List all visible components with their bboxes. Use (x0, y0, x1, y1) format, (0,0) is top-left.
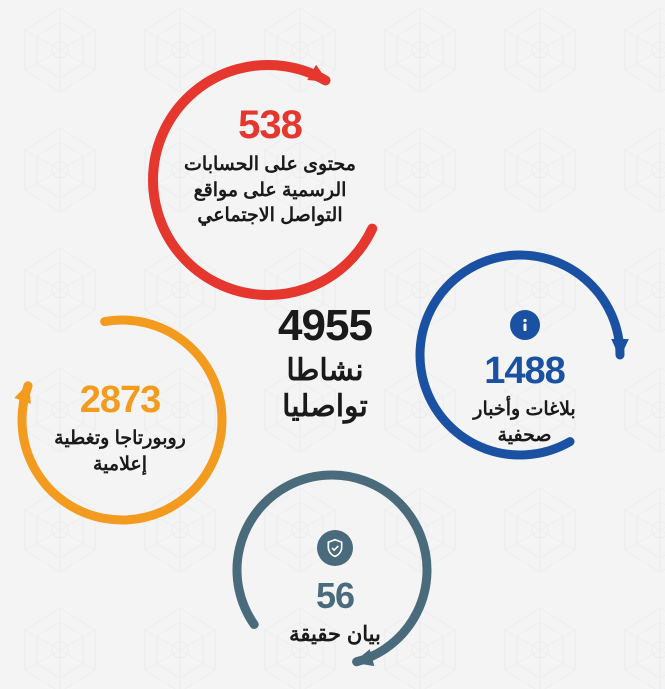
social-number: 538 (160, 98, 380, 152)
info-icon (510, 310, 540, 340)
node-social-media: 538 محتوى على الحسابات الرسمية على مواقع… (160, 98, 380, 229)
press-label: بلاغات وأخبار صحفية (452, 397, 597, 448)
statements-number: 56 (265, 572, 405, 621)
press-number: 1488 (452, 346, 597, 397)
infographic-canvas: 4955 نشاطا تواصليا 538 محتوى على الحسابا… (0, 0, 665, 689)
reportage-number: 2873 (40, 375, 200, 426)
statements-label: بيان حقيقة (265, 621, 405, 649)
node-statements: 56 بيان حقيقة (265, 530, 405, 649)
shield-icon (317, 530, 353, 566)
social-label: محتوى على الحسابات الرسمية على مواقع الت… (160, 152, 380, 229)
node-reportage: 2873 روبورتاجا وتغطية إعلامية (40, 375, 200, 478)
node-press: 1488 بلاغات وأخبار صحفية (452, 310, 597, 449)
reportage-label: روبورتاجا وتغطية إعلامية (40, 426, 200, 477)
